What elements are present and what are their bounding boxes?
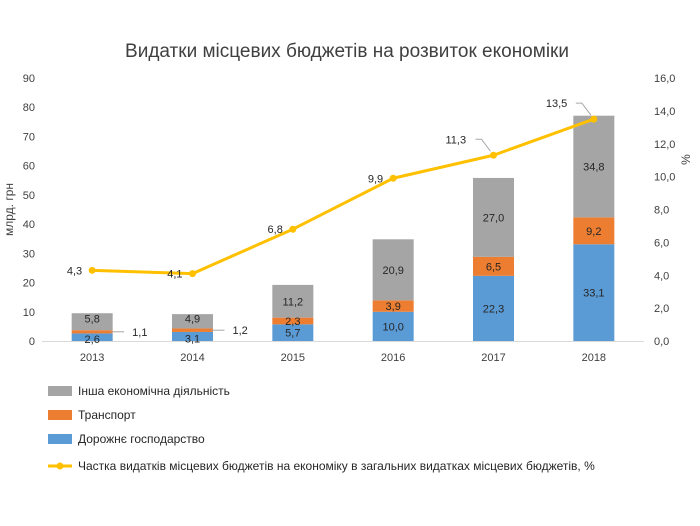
bar-segment	[573, 217, 615, 245]
data-label: 11,3	[446, 134, 467, 146]
data-label: 33,1	[583, 288, 604, 300]
bar-segment	[172, 314, 213, 329]
data-label: 2,3	[285, 316, 300, 328]
data-label: 1,1	[132, 327, 147, 339]
y2-tick-label: 8,0	[654, 205, 669, 217]
x-tick-label: 2017	[481, 352, 505, 364]
line-series	[92, 117, 595, 276]
y2-tick-label: 4,0	[654, 270, 669, 282]
data-label: 5,8	[85, 314, 100, 326]
y2-tick-label: 16,0	[654, 73, 675, 85]
y-tick-label: 40	[23, 219, 35, 231]
legend-swatch	[48, 386, 72, 396]
bar-segment	[272, 284, 314, 318]
data-label: 1,2	[233, 325, 248, 337]
data-label: 4,1	[167, 269, 182, 281]
data-label: 22,3	[483, 303, 504, 315]
data-label: 4,3	[67, 265, 82, 277]
x-tick-label: 2016	[381, 352, 405, 364]
data-label: 6,5	[486, 261, 501, 273]
line-point	[189, 270, 196, 278]
y2-tick-label: 12,0	[654, 139, 675, 151]
line-point	[490, 151, 497, 159]
legend-label: Інша економічна діяльність	[78, 384, 230, 398]
bar-segment	[573, 115, 615, 218]
y-axis-title: млрд. грн	[2, 183, 16, 236]
bar-segment	[372, 300, 414, 312]
x-tick-label: 2015	[281, 352, 305, 364]
y-tick-label: 20	[23, 278, 35, 290]
legend-label: Транспорт	[78, 408, 136, 422]
x-tick-label: 2014	[180, 352, 204, 364]
y2-tick-label: 6,0	[654, 237, 669, 249]
plot-area: 0 10 20 30 40 50 60 70 80 90 0,0 2,0 4,0 6,0 8,0 10,0 12…	[2, 73, 693, 364]
bar-segment	[573, 244, 615, 341]
y2-tick-label: 10,0	[654, 172, 675, 184]
bar-segment	[71, 313, 113, 331]
data-label: 27,0	[483, 212, 504, 224]
line-point	[289, 225, 297, 233]
legend: Інша економічна діяльність Транспорт Дорож…	[48, 384, 595, 473]
chart-title: Видатки місцевих бюджетів на розвиток ек…	[125, 41, 569, 62]
data-label: 2,6	[85, 334, 100, 346]
line-point	[590, 115, 598, 123]
y2-tick-label: 14,0	[654, 106, 675, 118]
y-tick-label: 60	[23, 161, 35, 173]
y-tick-label: 30	[23, 248, 35, 260]
y-tick-label: 10	[23, 307, 35, 319]
data-label: 13,5	[546, 98, 567, 110]
data-label: 5,7	[285, 328, 300, 340]
y-tick-label: 90	[23, 73, 35, 85]
data-label: 6,8	[268, 224, 283, 236]
data-label: 9,2	[586, 226, 601, 238]
y2-tick-label: 0,0	[654, 336, 669, 348]
data-label: 3,9	[386, 301, 401, 313]
leader-line	[575, 102, 592, 116]
bar-segment	[473, 256, 514, 276]
legend-label: Дорожнє господарство	[78, 432, 205, 446]
bar-segment	[372, 311, 414, 341]
y2-axis-title: %	[679, 154, 693, 165]
y-tick-label: 50	[23, 190, 35, 202]
data-label: 11,2	[283, 296, 304, 308]
bar-segment	[473, 275, 514, 341]
data-label: 4,9	[185, 313, 200, 325]
line-point	[88, 266, 96, 274]
data-label: 9,9	[368, 173, 383, 185]
bar-segment	[272, 317, 314, 325]
bar-segment	[272, 324, 314, 341]
data-label: 20,9	[382, 265, 403, 277]
legend-label: Частка видатків місцевих бюджетів на еко…	[78, 459, 595, 473]
y-tick-label: 70	[23, 131, 35, 143]
data-label: 10,0	[382, 321, 403, 333]
y-tick-label: 0	[29, 336, 35, 348]
bar-segment	[71, 330, 113, 334]
line-point	[389, 174, 397, 182]
data-label: 34,8	[583, 162, 604, 174]
bar-segment	[71, 333, 113, 341]
legend-swatch	[48, 410, 72, 420]
legend-marker	[56, 462, 64, 470]
bar-segment	[172, 328, 213, 332]
bar-segment	[473, 177, 514, 257]
y-tick-label: 80	[23, 102, 35, 114]
bar-segment	[372, 239, 414, 301]
x-tick-label: 2018	[582, 352, 606, 364]
data-label: 3,1	[185, 333, 200, 345]
bar-segment	[172, 331, 213, 341]
y2-tick-label: 2,0	[654, 303, 669, 315]
x-tick-label: 2013	[80, 352, 104, 364]
leader-line	[475, 138, 491, 152]
legend-swatch	[48, 434, 72, 444]
